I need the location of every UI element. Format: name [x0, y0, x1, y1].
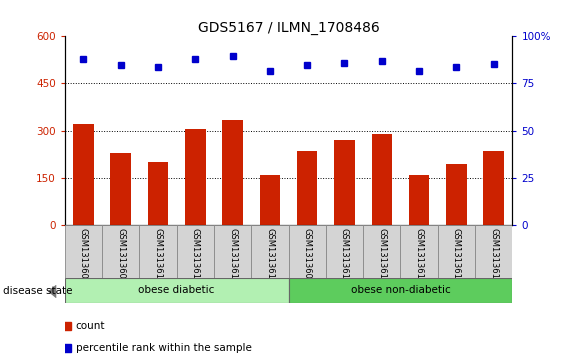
Bar [409, 175, 430, 225]
Text: GSM1313610: GSM1313610 [154, 228, 163, 284]
Text: GSM1313613: GSM1313613 [377, 228, 386, 284]
Bar [65, 278, 289, 303]
Bar [222, 120, 243, 225]
Bar [334, 140, 355, 225]
Bar [65, 225, 102, 278]
Bar [438, 225, 475, 278]
Bar [289, 225, 326, 278]
Text: GSM1313615: GSM1313615 [452, 228, 461, 284]
Text: GSM1313616: GSM1313616 [228, 228, 237, 284]
Text: GSM1313617: GSM1313617 [489, 228, 498, 284]
Text: percentile rank within the sample: percentile rank within the sample [75, 343, 252, 353]
Text: GSM1313607: GSM1313607 [79, 228, 88, 284]
Text: GSM1313614: GSM1313614 [414, 228, 423, 284]
Bar [326, 225, 363, 278]
Bar [363, 225, 400, 278]
Bar [297, 151, 318, 225]
Text: GSM1313618: GSM1313618 [265, 228, 274, 284]
Text: GSM1313611: GSM1313611 [191, 228, 200, 284]
Bar [289, 278, 512, 303]
Bar [73, 125, 93, 225]
Bar [177, 225, 214, 278]
Bar [372, 134, 392, 225]
Bar [251, 225, 288, 278]
Bar [185, 129, 205, 225]
Bar [260, 175, 280, 225]
Text: obese diabetic: obese diabetic [138, 285, 215, 295]
Bar [148, 162, 168, 225]
Bar [102, 225, 139, 278]
Text: disease state: disease state [3, 286, 72, 296]
Text: GSM1313612: GSM1313612 [340, 228, 349, 284]
Bar [484, 151, 504, 225]
Polygon shape [48, 285, 56, 298]
Bar [110, 153, 131, 225]
Text: count: count [75, 321, 105, 331]
Bar [446, 164, 467, 225]
Text: GSM1313608: GSM1313608 [303, 228, 312, 284]
Text: obese non-diabetic: obese non-diabetic [351, 285, 450, 295]
Bar [140, 225, 177, 278]
Bar [400, 225, 438, 278]
Bar [214, 225, 251, 278]
Title: GDS5167 / ILMN_1708486: GDS5167 / ILMN_1708486 [198, 21, 379, 35]
Bar [475, 225, 512, 278]
Text: GSM1313609: GSM1313609 [116, 228, 125, 284]
